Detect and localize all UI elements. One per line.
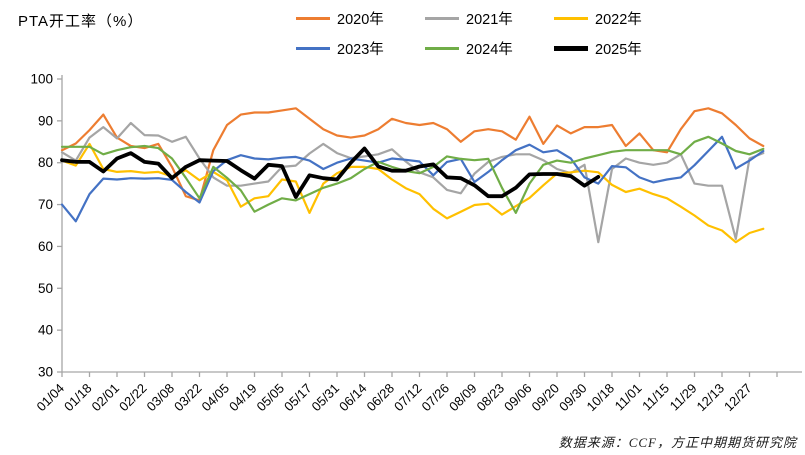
x-axis-label: 11/29 [667, 381, 700, 414]
x-axis-label: 05/17 [281, 381, 315, 415]
y-axis-label: 40 [38, 323, 53, 338]
legend-label: 2024年 [466, 42, 513, 58]
legend-label: 2023年 [337, 42, 384, 58]
legend-item-2021年: 2021年 [425, 8, 550, 29]
legend-line-swatch-icon [425, 47, 459, 50]
series-line-2025年 [60, 146, 601, 199]
y-axis-label: 60 [38, 239, 53, 254]
x-axis-label: 05/05 [254, 381, 288, 415]
x-axis-label: 04/05 [199, 381, 233, 415]
legend-line-swatch-icon [296, 17, 330, 20]
legend-line-swatch-icon [296, 47, 330, 50]
legend-label: 2025年 [595, 42, 642, 58]
x-axis-label: 06/28 [364, 381, 398, 415]
legend-item-2023年: 2023年 [296, 38, 421, 59]
y-axis-label: 100 [30, 72, 53, 87]
x-axis-label: 01/04 [34, 381, 68, 415]
series-line-2020年 [60, 107, 765, 202]
legend-line-swatch-icon [554, 46, 588, 51]
legend-item-2022年: 2022年 [554, 8, 679, 29]
legend: 2020年 2021年 2022年 2023年 2024年 2025年 [296, 8, 776, 59]
legend-item-2020年: 2020年 [296, 8, 421, 29]
x-axis-label: 08/09 [446, 381, 480, 415]
y-axis-label: 70 [38, 197, 53, 212]
legend-item-2025年: 2025年 [554, 38, 679, 59]
x-axis-label: 02/01 [89, 381, 123, 415]
legend-label: 2022年 [595, 12, 642, 28]
series-line-2024年 [60, 135, 765, 214]
x-axis-label: 01/18 [61, 381, 95, 415]
x-axis-label: 07/12 [391, 381, 425, 415]
x-axis-label: 02/22 [116, 381, 150, 415]
series-line-2023年 [60, 135, 765, 223]
x-axis-label: 12/27 [721, 381, 755, 415]
x-axis-label: 09/30 [556, 381, 590, 415]
x-axis-label: 09/06 [501, 381, 535, 415]
x-axis-label: 03/08 [144, 381, 178, 415]
legend-line-swatch-icon [554, 17, 588, 20]
x-axis-label: 12/13 [694, 381, 728, 415]
x-axis-label: 03/22 [171, 381, 205, 415]
y-axis-label: 30 [38, 365, 53, 380]
legend-label: 2020年 [337, 12, 384, 28]
y-axis-label: 80 [38, 155, 53, 170]
y-axis-label: 50 [38, 281, 53, 296]
legend-item-2024年: 2024年 [425, 38, 550, 59]
source-note: 数据来源：CCF，方正中期期货研究院 [558, 435, 797, 450]
x-axis-label: 08/23 [474, 381, 508, 415]
x-axis-label: 09/20 [529, 381, 563, 415]
x-axis-label: 11/15 [639, 381, 672, 414]
x-axis-label: 07/26 [419, 381, 453, 415]
legend-label: 2021年 [466, 12, 513, 28]
x-axis-label: 04/19 [226, 381, 260, 415]
x-axis-label: 06/14 [336, 381, 370, 415]
legend-line-swatch-icon [425, 17, 459, 20]
y-axis-label: 90 [38, 113, 53, 128]
series-line-2021年 [60, 121, 765, 244]
x-axis-label: 05/31 [309, 381, 343, 415]
x-axis-label: 11/01 [612, 381, 645, 414]
page-title: PTA开工率（%） [18, 13, 144, 30]
x-axis-label: 10/18 [584, 381, 618, 415]
